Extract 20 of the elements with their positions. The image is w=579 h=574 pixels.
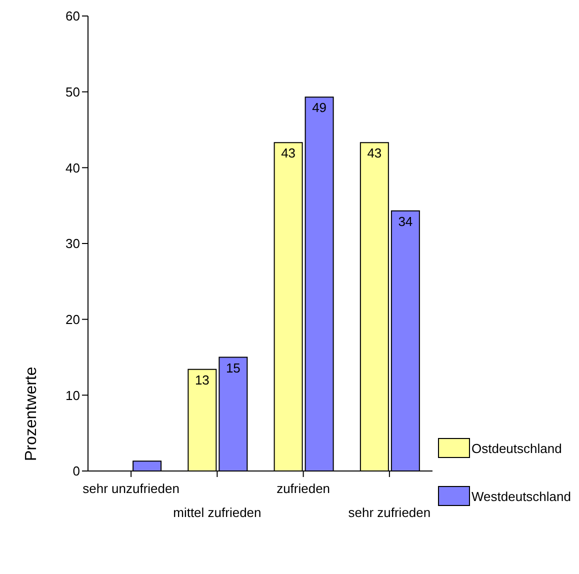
data-label: 15 [226,360,240,376]
x-tick-label: sehr unzufrieden [82,481,180,496]
x-tick-label: sehr zufrieden [348,505,431,520]
y-tick-label: 30 [66,236,80,252]
y-tick-label: 0 [72,464,80,479]
data-label: 13 [194,372,210,388]
y-tick-label: 20 [66,312,80,327]
y-axis-title: Prozentwerte [23,366,40,461]
data-label: 49 [312,100,327,116]
x-tick-label: zufrieden [276,481,330,496]
legend-label: Westdeutschland [472,488,571,504]
data-label: 43 [367,146,382,161]
y-tick-label: 40 [66,160,80,176]
data-label: 34 [398,214,413,229]
data-label: 43 [281,146,296,161]
legend-label: Ostdeutschland [472,440,562,456]
y-tick-label: 50 [66,84,80,100]
y-tick-label: 10 [66,388,80,403]
y-tick-label: 60 [66,8,80,24]
x-tick-label: mittel zufrieden [173,505,262,520]
